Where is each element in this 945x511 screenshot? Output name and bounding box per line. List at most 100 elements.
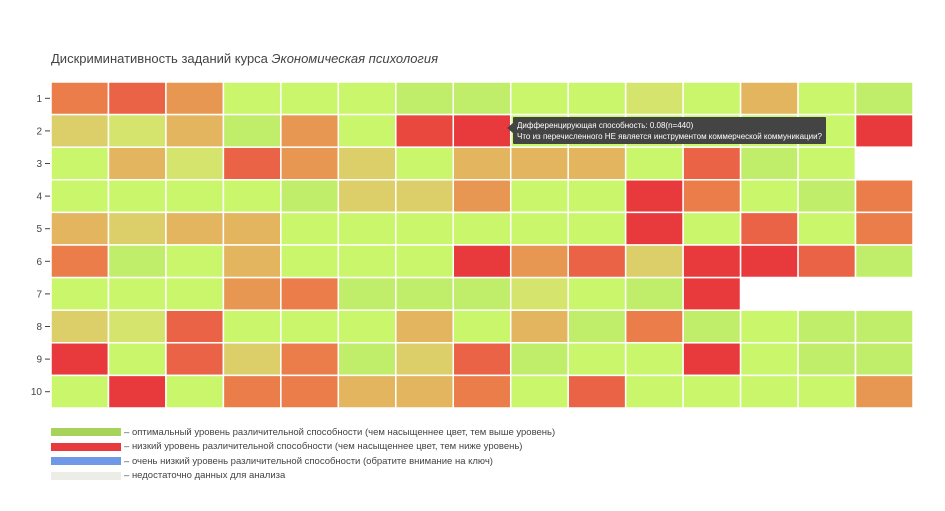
heatmap-cell-r8-c1[interactable] [50,309,110,344]
heatmap-cell-r6-c10[interactable] [567,244,627,279]
heatmap-cell-r6-c12[interactable] [682,244,742,279]
heatmap-cell-r3-c6[interactable] [337,146,397,181]
heatmap-cell-r3-c11[interactable] [624,146,684,181]
heatmap-cell-r6-c5[interactable] [280,244,340,279]
heatmap-cell-r1-c6[interactable] [337,81,397,116]
heatmap-cell-r2-c1[interactable] [50,113,110,148]
heatmap-cell-r4-c10[interactable] [567,179,627,214]
legend-item-optimal[interactable]: – оптимальный уровень различительной спо… [51,425,555,440]
heatmap-cell-r2-c4[interactable] [222,113,282,148]
heatmap-cell-r1-c14[interactable] [797,81,857,116]
heatmap-cell-r10-c7[interactable] [395,374,455,409]
heatmap-cell-r8-c2[interactable] [107,309,167,344]
heatmap-cell-r8-c3[interactable] [165,309,225,344]
heatmap-cell-r5-c4[interactable] [222,211,282,246]
heatmap-cell-r1-c15[interactable] [854,81,914,116]
heatmap-cell-r5-c11[interactable] [624,211,684,246]
heatmap-cell-r5-c15[interactable] [854,211,914,246]
heatmap-cell-r1-c8[interactable] [452,81,512,116]
heatmap-cell-r3-c2[interactable] [107,146,167,181]
heatmap-cell-r1-c5[interactable] [280,81,340,116]
heatmap-cell-r2-c5[interactable] [280,113,340,148]
heatmap-cell-r4-c12[interactable] [682,179,742,214]
heatmap-cell-r5-c12[interactable] [682,211,742,246]
heatmap-cell-r5-c7[interactable] [395,211,455,246]
heatmap-cell-r7-c7[interactable] [395,276,455,311]
heatmap-cell-r8-c14[interactable] [797,309,857,344]
heatmap-cell-r10-c15[interactable] [854,374,914,409]
heatmap-cell-r9-c5[interactable] [280,342,340,377]
heatmap-cell-r9-c1[interactable] [50,342,110,377]
heatmap-cell-r4-c15[interactable] [854,179,914,214]
heatmap-cell-r3-c4[interactable] [222,146,282,181]
heatmap-cell-r5-c2[interactable] [107,211,167,246]
heatmap-cell-r4-c8[interactable] [452,179,512,214]
heatmap-cell-r4-c1[interactable] [50,179,110,214]
heatmap-cell-r10-c12[interactable] [682,374,742,409]
heatmap-cell-r9-c10[interactable] [567,342,627,377]
heatmap-cell-r7-c12[interactable] [682,276,742,311]
heatmap-cell-r6-c2[interactable] [107,244,167,279]
heatmap-cell-r7-c4[interactable] [222,276,282,311]
heatmap-cell-r3-c10[interactable] [567,146,627,181]
heatmap-cell-r4-c4[interactable] [222,179,282,214]
heatmap-cell-r9-c15[interactable] [854,342,914,377]
heatmap-cell-r6-c14[interactable] [797,244,857,279]
legend-item-insufficient[interactable]: – недостаточно данных для анализа [51,469,555,484]
heatmap-cell-r10-c13[interactable] [739,374,799,409]
legend-item-very-low[interactable]: – очень низкий уровень различительной сп… [51,454,555,469]
heatmap-cell-r9-c9[interactable] [509,342,569,377]
heatmap-cell-r2-c3[interactable] [165,113,225,148]
heatmap-cell-r8-c11[interactable] [624,309,684,344]
heatmap-cell-r9-c12[interactable] [682,342,742,377]
heatmap-cell-r7-c10[interactable] [567,276,627,311]
heatmap-cell-r6-c11[interactable] [624,244,684,279]
heatmap-cell-r2-c2[interactable] [107,113,167,148]
heatmap-cell-r1-c9[interactable] [509,81,569,116]
heatmap-cell-r7-c11[interactable] [624,276,684,311]
heatmap-cell-r4-c2[interactable] [107,179,167,214]
heatmap-cell-r4-c11[interactable] [624,179,684,214]
heatmap-cell-r10-c6[interactable] [337,374,397,409]
heatmap-cell-r1-c13[interactable] [739,81,799,116]
heatmap-cell-r8-c15[interactable] [854,309,914,344]
heatmap-cell-r3-c12[interactable] [682,146,742,181]
heatmap-cell-r3-c7[interactable] [395,146,455,181]
heatmap-cell-r10-c2[interactable] [107,374,167,409]
heatmap-cell-r9-c7[interactable] [395,342,455,377]
heatmap-cell-r8-c12[interactable] [682,309,742,344]
heatmap-cell-r5-c3[interactable] [165,211,225,246]
heatmap-cell-r8-c6[interactable] [337,309,397,344]
heatmap-cell-r7-c3[interactable] [165,276,225,311]
heatmap-cell-r2-c7[interactable] [395,113,455,148]
heatmap-cell-r9-c8[interactable] [452,342,512,377]
heatmap-cell-r7-c1[interactable] [50,276,110,311]
heatmap-cell-r6-c4[interactable] [222,244,282,279]
heatmap-cell-r6-c13[interactable] [739,244,799,279]
heatmap-cell-r3-c5[interactable] [280,146,340,181]
heatmap-cell-r8-c8[interactable] [452,309,512,344]
heatmap-cell-r5-c14[interactable] [797,211,857,246]
heatmap-cell-r10-c10[interactable] [567,374,627,409]
heatmap-cell-r3-c14[interactable] [797,146,857,181]
heatmap-cell-r9-c6[interactable] [337,342,397,377]
heatmap-cell-r7-c9[interactable] [509,276,569,311]
heatmap-cell-r8-c9[interactable] [509,309,569,344]
heatmap-cell-r4-c7[interactable] [395,179,455,214]
legend-item-low[interactable]: – низкий уровень различительной способно… [51,440,555,455]
heatmap-cell-r8-c10[interactable] [567,309,627,344]
heatmap-cell-r1-c12[interactable] [682,81,742,116]
heatmap-cell-r10-c14[interactable] [797,374,857,409]
heatmap-cell-r6-c6[interactable] [337,244,397,279]
heatmap-cell-r10-c11[interactable] [624,374,684,409]
heatmap-cell-r9-c3[interactable] [165,342,225,377]
heatmap-cell-r9-c11[interactable] [624,342,684,377]
heatmap-cell-r1-c7[interactable] [395,81,455,116]
heatmap-cell-r10-c3[interactable] [165,374,225,409]
heatmap-cell-r10-c1[interactable] [50,374,110,409]
heatmap-cell-r5-c8[interactable] [452,211,512,246]
heatmap-cell-r5-c6[interactable] [337,211,397,246]
heatmap-cell-r3-c13[interactable] [739,146,799,181]
heatmap-cell-r6-c8[interactable] [452,244,512,279]
heatmap-cell-r4-c3[interactable] [165,179,225,214]
